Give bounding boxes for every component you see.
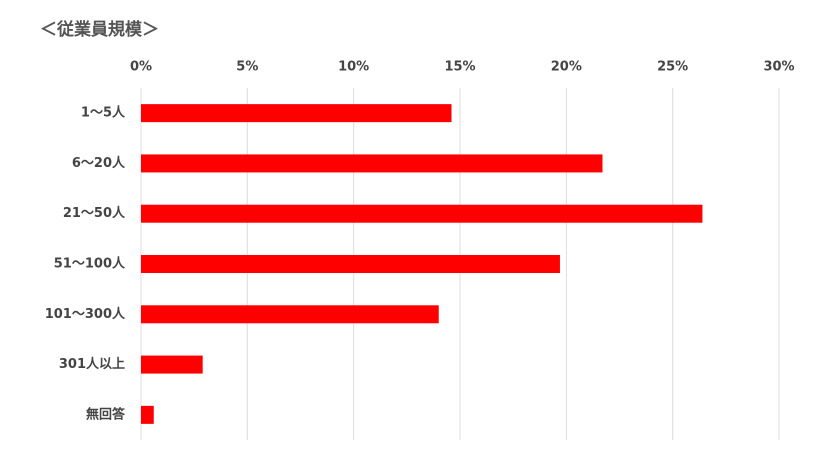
y-tick-label: 51～100人 bbox=[54, 256, 126, 272]
y-tick-label: 101～300人 bbox=[45, 306, 126, 322]
y-tick-label: 1～5人 bbox=[81, 105, 126, 121]
y-tick-label: 21～50人 bbox=[63, 205, 126, 221]
x-tick-label: 20% bbox=[551, 60, 582, 75]
x-tick-label: 10% bbox=[338, 60, 369, 75]
x-tick-label: 25% bbox=[657, 60, 688, 75]
bar bbox=[141, 255, 560, 273]
bar bbox=[141, 405, 154, 424]
bar bbox=[141, 355, 203, 374]
y-tick-label: 6～20人 bbox=[72, 155, 126, 171]
y-tick-label: 301人以上 bbox=[59, 356, 125, 372]
bar bbox=[141, 154, 603, 173]
x-tick-label: 15% bbox=[444, 60, 475, 75]
bar bbox=[141, 305, 439, 324]
chart-title: ＜従業員規模＞ bbox=[40, 19, 159, 40]
y-tick-label: 無回答 bbox=[86, 406, 126, 422]
x-tick-label: 0% bbox=[130, 60, 152, 75]
bar bbox=[141, 104, 452, 123]
x-tick-label: 5% bbox=[236, 60, 258, 75]
bar bbox=[141, 204, 703, 223]
x-tick-label: 30% bbox=[763, 60, 794, 75]
